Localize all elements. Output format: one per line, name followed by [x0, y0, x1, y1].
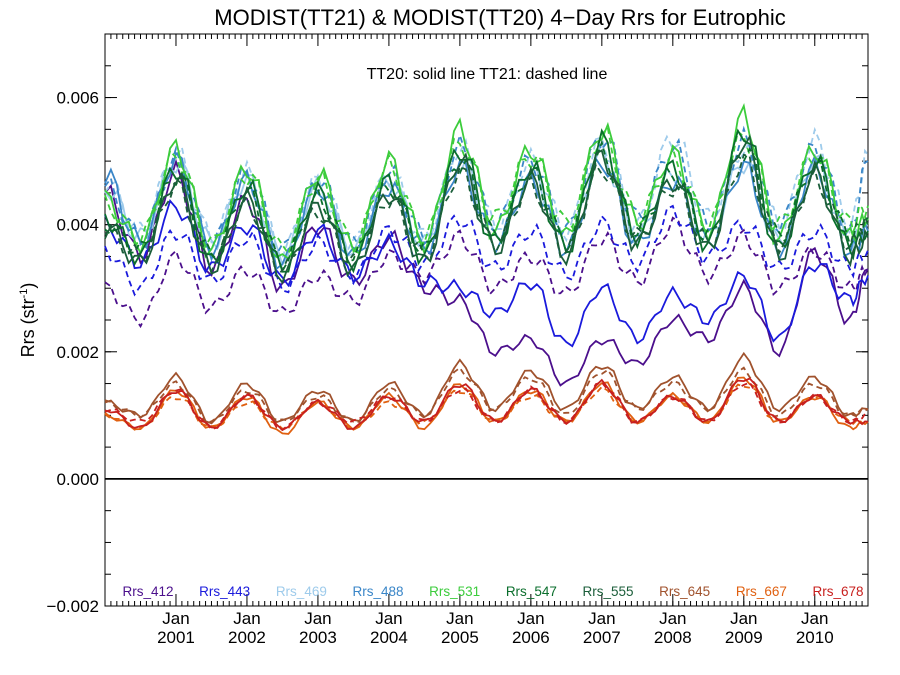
x-tick-year: 2010: [796, 628, 834, 647]
y-tick-label: −0.002: [47, 597, 99, 616]
series-line-rrs-412-solid: [104, 158, 869, 387]
x-tick-month: Jan: [659, 609, 686, 628]
y-tick-label: 0.000: [56, 470, 99, 489]
legend-entry-rrs-547: Rrs_547: [506, 584, 557, 599]
legend: Rrs_412 Rrs_443 Rrs_469 Rrs_488 Rrs_531 Rrs_5…: [122, 584, 863, 599]
series-line-rrs-678-dashed: [104, 381, 869, 431]
y-tick-label: 0.004: [56, 216, 99, 235]
y-tick-label: 0.006: [56, 89, 99, 108]
series-layer: [104, 103, 869, 435]
x-tick-year: 2007: [583, 628, 621, 647]
x-tick-month: Jan: [375, 609, 402, 628]
x-tick-month: Jan: [517, 609, 544, 628]
legend-entry-rrs-469: Rrs_469: [276, 584, 327, 599]
y-tick-label: 0.002: [56, 343, 99, 362]
x-tick-month: Jan: [233, 609, 260, 628]
legend-entry-rrs-645: Rrs_645: [659, 584, 710, 599]
series-line-rrs-531-dashed: [104, 125, 869, 256]
legend-entry-rrs-555: Rrs_555: [582, 584, 633, 599]
series-line-rrs-443-dashed: [104, 204, 869, 297]
x-tick-month: Jan: [162, 609, 189, 628]
series-line-rrs-555-solid: [104, 134, 869, 285]
legend-entry-rrs-678: Rrs_678: [812, 584, 863, 599]
series-line-rrs-547-dashed: [104, 139, 869, 274]
y-axis-label-text: Rrs (str: [18, 298, 38, 357]
x-tick-year: 2004: [370, 628, 408, 647]
series-line-rrs-555-dashed: [104, 153, 869, 278]
chart-title: MODIST(TT21) & MODIST(TT20) 4−Day Rrs fo…: [214, 5, 785, 30]
x-tick-year: 2005: [441, 628, 479, 647]
x-tick-month: Jan: [588, 609, 615, 628]
x-tick-month: Jan: [801, 609, 828, 628]
x-tick-year: 2006: [512, 628, 550, 647]
x-tick-month: Jan: [446, 609, 473, 628]
x-tick-year: 2009: [725, 628, 763, 647]
y-axis-label: Rrs (str-1): [18, 283, 38, 358]
y-axis-label-superscript: -1: [18, 289, 30, 299]
x-tick-month: Jan: [304, 609, 331, 628]
series-line-rrs-412-dashed: [104, 216, 869, 329]
legend-entry-rrs-412: Rrs_412: [122, 584, 173, 599]
x-tick-year: 2002: [228, 628, 266, 647]
legend-entry-rrs-667: Rrs_667: [736, 584, 787, 599]
x-tick-month: Jan: [730, 609, 757, 628]
x-tick-year: 2008: [654, 628, 692, 647]
x-tick-year: 2001: [157, 628, 195, 647]
y-axis: −0.002 0.000 0.002 0.004 0.006: [47, 33, 868, 616]
y-axis-label-close: ): [18, 283, 38, 289]
x-tick-year: 2003: [299, 628, 337, 647]
series-line-rrs-678-solid: [104, 377, 869, 432]
series-line-rrs-667-dashed: [104, 383, 869, 432]
legend-entry-rrs-488: Rrs_488: [352, 584, 403, 599]
line-style-annotation: TT20: solid line TT21: dashed line: [367, 66, 608, 83]
x-axis: Jan2001Jan2002Jan2003Jan2004Jan2005Jan20…: [104, 34, 869, 647]
legend-entry-rrs-531: Rrs_531: [429, 584, 480, 599]
legend-entry-rrs-443: Rrs_443: [199, 584, 250, 599]
series-line-rrs-645-solid: [104, 351, 869, 425]
plot-frame: [104, 33, 869, 607]
